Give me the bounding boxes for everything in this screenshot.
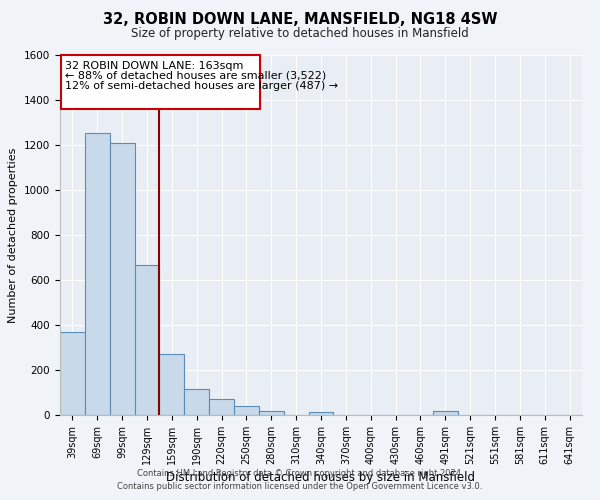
Text: ← 88% of detached houses are smaller (3,522): ← 88% of detached houses are smaller (3,… <box>65 70 326 81</box>
Bar <box>234 406 259 415</box>
Bar <box>209 398 234 415</box>
Bar <box>433 411 458 415</box>
Bar <box>308 412 334 415</box>
Text: 12% of semi-detached houses are larger (487) →: 12% of semi-detached houses are larger (… <box>65 81 338 91</box>
FancyBboxPatch shape <box>61 55 260 109</box>
X-axis label: Distribution of detached houses by size in Mansfield: Distribution of detached houses by size … <box>167 471 476 484</box>
Bar <box>60 332 85 415</box>
Text: Size of property relative to detached houses in Mansfield: Size of property relative to detached ho… <box>131 28 469 40</box>
Bar <box>110 143 134 415</box>
Text: Contains HM Land Registry data © Crown copyright and database right 2024.: Contains HM Land Registry data © Crown c… <box>137 468 463 477</box>
Bar <box>184 389 209 415</box>
Y-axis label: Number of detached properties: Number of detached properties <box>8 148 19 322</box>
Bar <box>85 132 110 415</box>
Bar <box>134 266 160 415</box>
Text: Contains public sector information licensed under the Open Government Licence v3: Contains public sector information licen… <box>118 482 482 491</box>
Bar <box>160 354 184 415</box>
Text: 32 ROBIN DOWN LANE: 163sqm: 32 ROBIN DOWN LANE: 163sqm <box>65 60 244 70</box>
Bar <box>259 410 284 415</box>
Text: 32, ROBIN DOWN LANE, MANSFIELD, NG18 4SW: 32, ROBIN DOWN LANE, MANSFIELD, NG18 4SW <box>103 12 497 28</box>
